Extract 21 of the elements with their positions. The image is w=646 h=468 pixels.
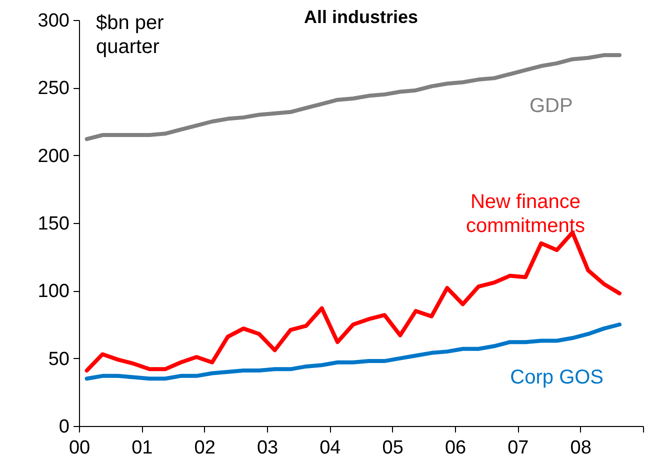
x-tick-label: 07 [508,438,529,458]
chart-title: All industries [304,7,418,27]
y-tick-label: 0 [58,416,70,438]
x-tick-label: 06 [444,438,466,458]
x-tick-label: 04 [320,438,342,458]
x-tick-label: 03 [256,438,278,458]
series-label: GDP [529,95,573,118]
y-tick-label: 50 [48,348,70,370]
x-tick-label: 01 [132,438,153,458]
y-axis-title: $bn per quarter [96,12,164,58]
y-tick-label: 150 [38,214,70,234]
series-label: Corp GOS [510,366,604,389]
y-tick-label: 300 [38,10,70,32]
series-label: New finance commitments [466,191,585,238]
y-tick-label: 250 [38,78,70,100]
y-tick-label: 200 [38,146,70,167]
x-tick-label: 08 [570,438,592,458]
y-tick-label: 100 [38,281,70,302]
x-tick-label: 05 [382,438,404,458]
x-tick-label: 02 [194,438,216,458]
x-tick-label: 00 [68,438,90,458]
